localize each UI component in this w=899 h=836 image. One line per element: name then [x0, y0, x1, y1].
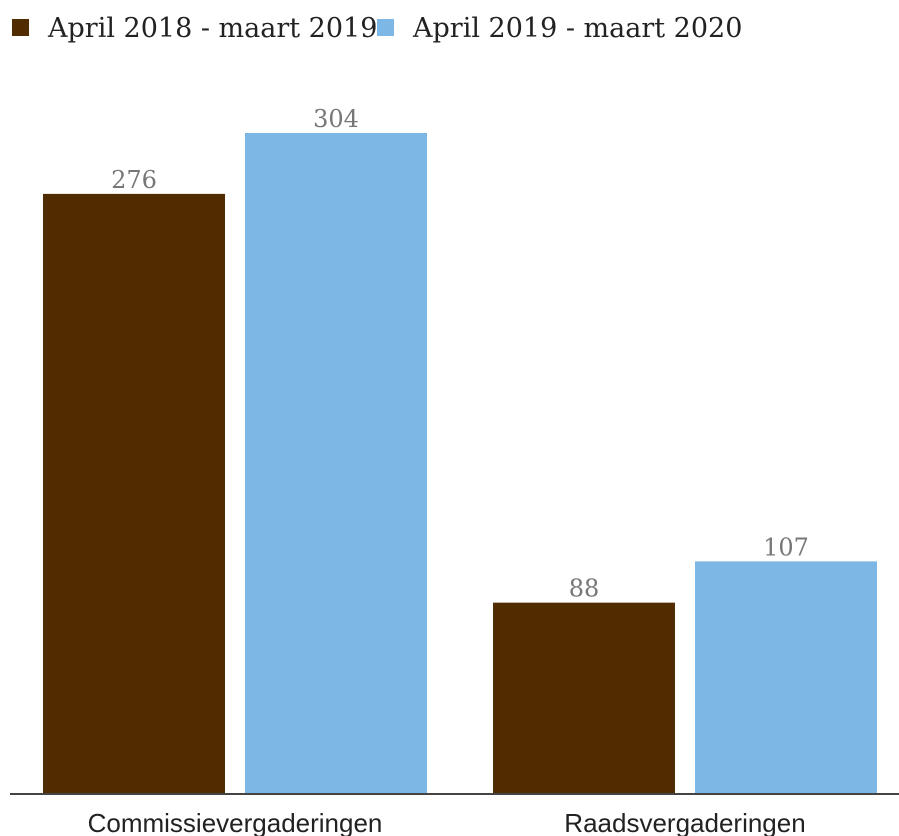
value-label-1-1: 107 — [763, 533, 809, 561]
bars — [43, 133, 877, 794]
legend: April 2018 - maart 2019 April 2019 - maar… — [12, 13, 742, 44]
bar-0-0 — [43, 193, 225, 794]
category-labels: Commissievergaderingen Raadsvergaderingen — [88, 808, 806, 836]
legend-swatch-1 — [377, 19, 394, 36]
value-labels: 276 304 88 107 — [111, 105, 809, 603]
category-label-1: Raadsvergaderingen — [564, 808, 805, 836]
value-label-0-0: 276 — [111, 166, 157, 194]
value-label-1-0: 88 — [569, 575, 600, 603]
legend-label-0: April 2018 - maart 2019 — [47, 13, 377, 44]
legend-swatch-0 — [12, 19, 29, 36]
bar-0-1 — [245, 133, 427, 794]
bar-1-1 — [695, 561, 877, 794]
bar-1-0 — [493, 602, 675, 794]
category-label-0: Commissievergaderingen — [88, 808, 383, 836]
value-label-0-1: 304 — [313, 105, 359, 133]
legend-label-1: April 2019 - maart 2020 — [412, 13, 742, 44]
